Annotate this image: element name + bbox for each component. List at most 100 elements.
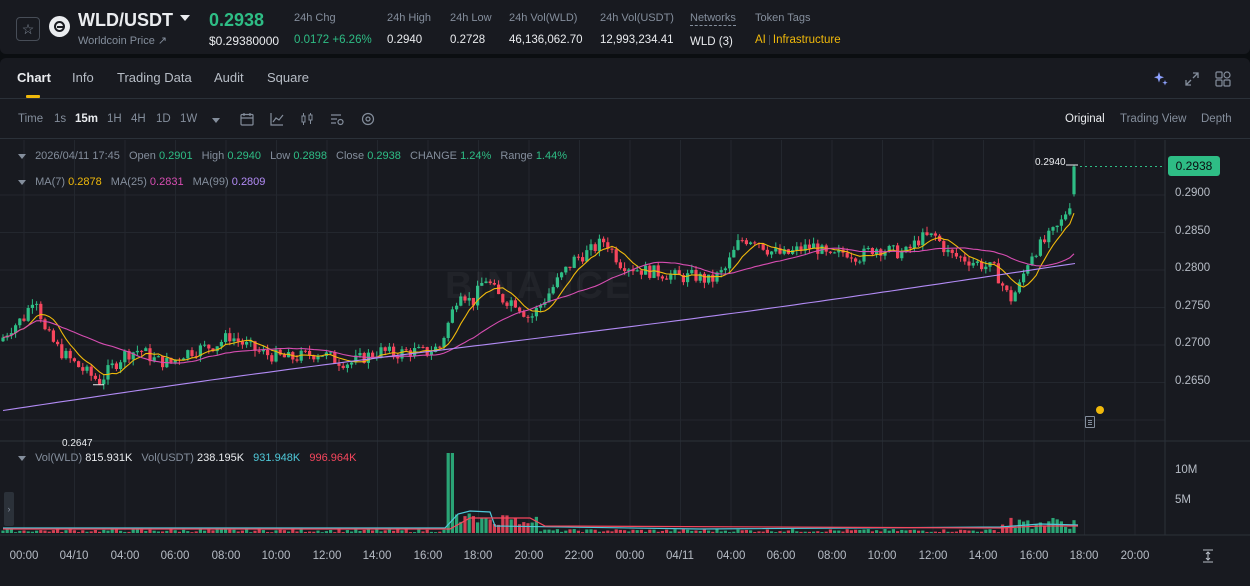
volume-bar [81,530,85,533]
ai-sparkle-icon[interactable] [1153,71,1169,87]
candle-body [749,242,753,245]
stat-networks[interactable]: Networks WLD (3) [690,12,736,48]
volume-bar [933,531,937,533]
candle-body [438,346,442,348]
candle-body [358,352,362,356]
candle-body [207,344,211,349]
volume-bar [152,530,156,533]
last-price-usd: $0.29380000 [209,34,280,48]
volume-bar [988,529,992,533]
legend-collapse-icon[interactable] [18,455,26,461]
x-tick: 06:00 [766,550,796,562]
volume-bar [51,530,55,533]
volume-bar [984,529,988,533]
candle-body [518,307,522,312]
view-depth[interactable]: Depth [1201,113,1232,125]
volume-bar [257,529,261,533]
volume-bar [56,529,60,533]
tab-info[interactable]: Info [72,70,94,85]
tab-square[interactable]: Square [267,70,309,85]
calendar-icon[interactable] [240,112,254,126]
candle-body [425,347,429,356]
volume-bar [921,530,925,533]
volume-bar [883,529,887,533]
candle-body [576,256,580,258]
volume-bar [589,529,593,533]
volume-bar [68,529,72,533]
candle-body [345,364,349,368]
candle-type-icon[interactable] [300,112,314,126]
alert-dot[interactable] [1096,406,1104,414]
more-timeframes-chevron-icon[interactable] [212,118,220,123]
chevron-down-icon[interactable] [180,15,190,21]
candle-body [1017,282,1021,293]
volume-bar [761,531,765,533]
volume-bar [396,529,400,533]
candle-body [564,266,568,273]
tab-chart[interactable]: Chart [17,70,51,85]
timeframe-4h[interactable]: 4H [131,113,146,125]
volume-bar [749,530,753,533]
timeframe-1s[interactable]: 1s [54,113,67,125]
volume-bar [14,532,18,533]
candlestick-chart[interactable] [0,140,1250,586]
volume-bar [627,531,631,533]
timeframe-1d[interactable]: 1D [156,113,171,125]
expand-icon[interactable] [1185,72,1199,86]
candle-body [530,316,534,318]
x-tick: 08:00 [211,550,241,562]
timeframe-time[interactable]: Time [18,113,44,125]
tab-trading-data[interactable]: Trading Data [117,70,192,85]
tag-infrastructure[interactable]: Infrastructure [772,34,841,46]
candle-body [161,356,165,368]
volume-bar [1043,526,1047,533]
candle-body [257,350,261,352]
layout-grid-icon[interactable] [1215,71,1231,87]
candle-body [992,262,996,264]
stat-24h-high: 24h High 0.2940 [387,12,431,46]
tag-ai[interactable]: AI [755,34,766,46]
ma-legend: MA(7) 0.2878 MA(25) 0.2831 MA(99) 0.2809 [18,176,265,188]
candle-body [114,363,118,370]
view-trading-view[interactable]: Trading View [1120,113,1187,125]
candle-body [581,257,585,262]
pair-selector[interactable]: WLD/USDT [78,10,173,30]
volume-bar [896,531,900,533]
volume-bar [215,529,219,533]
favorite-star-icon[interactable]: ☆ [16,17,40,41]
timeframe-1w[interactable]: 1W [180,113,198,125]
candle-body [60,344,64,359]
candle-body [723,268,727,271]
volume-bar [1038,522,1042,533]
chart-settings-icon[interactable] [330,112,344,126]
legend-collapse-icon[interactable] [18,153,26,159]
fit-vertical-icon[interactable] [1202,549,1214,563]
view-original[interactable]: Original [1065,113,1105,125]
candle-body [341,365,345,368]
collapse-sidebar-handle[interactable]: › [4,492,14,526]
x-tick: 20:00 [1120,550,1150,562]
volume-bar [9,529,13,533]
legend-collapse-icon[interactable] [18,179,26,185]
candle-body [933,233,937,236]
volume-bar [551,530,555,533]
x-tick: 00:00 [9,550,39,562]
candle-body [274,349,278,362]
volume-bar [375,529,379,533]
volume-bar [333,532,337,533]
notes-icon[interactable] [1085,416,1095,428]
timeframe-1h[interactable]: 1H [107,113,122,125]
volume-bar [593,529,597,533]
chart-area[interactable]: BINANCE 2026/04/11 17:45 Open 0.2901 Hig… [0,140,1250,586]
target-icon[interactable] [361,112,375,126]
indicator-icon[interactable] [270,112,284,126]
candle-body [333,352,337,364]
coin-name-link[interactable]: Worldcoin Price ↗ [78,34,167,47]
tab-audit[interactable]: Audit [214,70,244,85]
legend-ma25-label: MA(25) [110,176,147,188]
volume-bar [228,529,232,533]
candle-body [190,350,194,357]
timeframe-15m[interactable]: 15m [75,113,99,125]
candle-body [295,359,299,361]
candle-body [371,352,375,357]
